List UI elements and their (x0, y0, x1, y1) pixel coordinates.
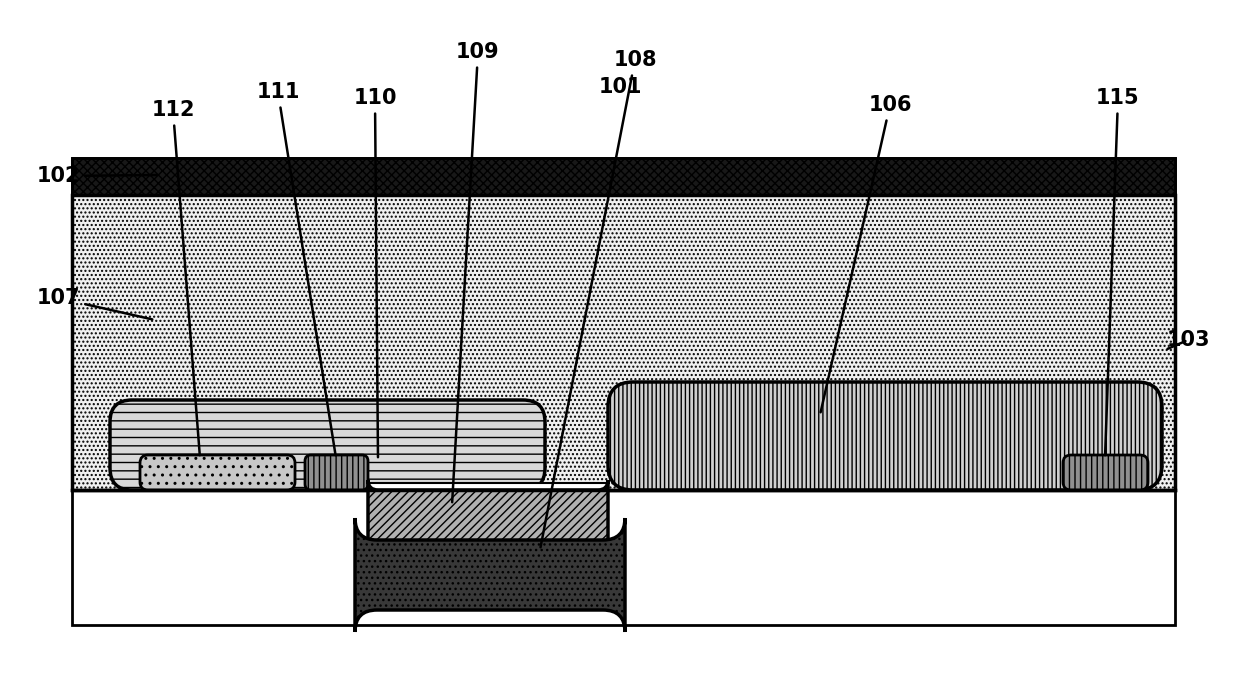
Bar (72, 158, 1176, 195)
Text: 110: 110 (353, 88, 397, 457)
FancyBboxPatch shape (110, 400, 546, 490)
Text: 115: 115 (1096, 88, 1140, 455)
Text: 106: 106 (821, 95, 911, 413)
Text: 108: 108 (541, 50, 657, 547)
Text: 102: 102 (36, 166, 157, 186)
FancyBboxPatch shape (305, 455, 368, 490)
Text: 107: 107 (36, 288, 153, 319)
FancyBboxPatch shape (140, 455, 295, 490)
Bar (72, 195, 1176, 490)
FancyBboxPatch shape (355, 518, 625, 632)
Bar (72, 158, 1176, 625)
Text: 111: 111 (257, 82, 336, 456)
Text: 112: 112 (151, 100, 200, 455)
FancyBboxPatch shape (368, 480, 608, 570)
FancyBboxPatch shape (608, 382, 1162, 490)
FancyBboxPatch shape (1063, 455, 1148, 490)
Text: 109: 109 (453, 42, 500, 502)
Text: 101: 101 (598, 77, 642, 97)
Text: 103: 103 (1167, 330, 1210, 350)
Bar (368, 483, 608, 490)
